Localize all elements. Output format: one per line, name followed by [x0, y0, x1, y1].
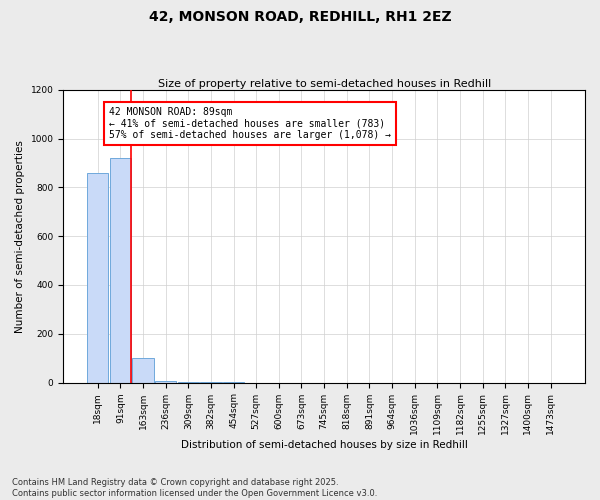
Text: 42, MONSON ROAD, REDHILL, RH1 2EZ: 42, MONSON ROAD, REDHILL, RH1 2EZ — [149, 10, 451, 24]
Y-axis label: Number of semi-detached properties: Number of semi-detached properties — [15, 140, 25, 332]
Text: Contains HM Land Registry data © Crown copyright and database right 2025.
Contai: Contains HM Land Registry data © Crown c… — [12, 478, 377, 498]
X-axis label: Distribution of semi-detached houses by size in Redhill: Distribution of semi-detached houses by … — [181, 440, 467, 450]
Bar — [132, 358, 154, 382]
Bar — [110, 158, 131, 382]
Bar — [87, 172, 109, 382]
Title: Size of property relative to semi-detached houses in Redhill: Size of property relative to semi-detach… — [158, 79, 491, 89]
Text: 42 MONSON ROAD: 89sqm
← 41% of semi-detached houses are smaller (783)
57% of sem: 42 MONSON ROAD: 89sqm ← 41% of semi-deta… — [109, 107, 391, 140]
